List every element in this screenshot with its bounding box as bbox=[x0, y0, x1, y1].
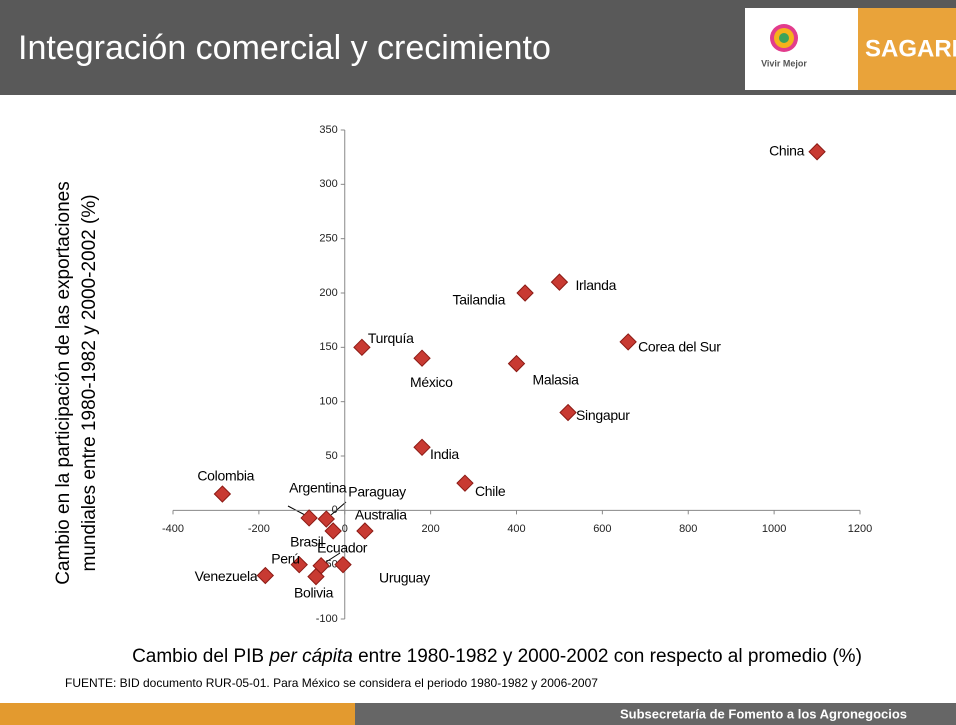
point-label: Tailandia bbox=[453, 292, 506, 308]
point-label: Bolivia bbox=[294, 584, 334, 600]
point bbox=[808, 143, 826, 161]
x-tick-label: 1000 bbox=[762, 523, 786, 535]
point-label: India bbox=[430, 446, 459, 462]
point-label: Paraguay bbox=[348, 484, 406, 500]
y-tick-label: 150 bbox=[319, 341, 337, 353]
point-label: Argentina bbox=[289, 480, 347, 496]
point bbox=[324, 522, 342, 540]
point-label: Malasia bbox=[533, 371, 580, 387]
footer-bar bbox=[355, 703, 956, 725]
point bbox=[213, 485, 232, 503]
y-tick-label: 350 bbox=[319, 124, 337, 136]
x-tick-label: -400 bbox=[162, 523, 184, 535]
point bbox=[413, 349, 431, 367]
x-axis-title-part: Cambio del PIB bbox=[132, 646, 269, 667]
point-label: Australia bbox=[355, 507, 407, 523]
footer-accent bbox=[0, 703, 355, 725]
y-tick-label: 200 bbox=[319, 287, 337, 299]
point bbox=[356, 522, 374, 540]
y-tick-label: 0 bbox=[332, 504, 338, 516]
point bbox=[256, 566, 275, 585]
point-label: Chile bbox=[475, 483, 506, 499]
x-tick-label: 800 bbox=[679, 523, 697, 535]
x-tick-label: -200 bbox=[248, 523, 270, 535]
point bbox=[300, 509, 318, 527]
point bbox=[307, 567, 325, 586]
point bbox=[290, 555, 308, 574]
brand-box bbox=[858, 8, 956, 90]
x-tick-label: 400 bbox=[507, 523, 525, 535]
point bbox=[317, 510, 335, 528]
y-axis-title: Cambio en la participación de las export… bbox=[53, 181, 74, 584]
point-label: México bbox=[410, 374, 453, 390]
x-axis-title-part: entre 1980-1982 y 2000-2002 con respecto… bbox=[353, 646, 862, 667]
point bbox=[413, 438, 431, 457]
point-label: Colombia bbox=[197, 468, 254, 484]
logo-text: Vivir Mejor bbox=[761, 58, 807, 68]
y-tick-label: 100 bbox=[319, 396, 337, 408]
point bbox=[334, 555, 352, 574]
point-label: China bbox=[769, 142, 805, 158]
point-label: Uruguay bbox=[379, 569, 430, 585]
x-tick-label: 200 bbox=[421, 523, 439, 535]
x-axis-title: Cambio del PIB per cápita entre 1980-198… bbox=[132, 646, 862, 667]
x-tick-label: 600 bbox=[593, 523, 611, 535]
x-tick-label: 0 bbox=[342, 523, 348, 535]
x-tick-label: 1200 bbox=[848, 523, 872, 535]
point-label: Venezuela bbox=[195, 568, 258, 584]
point bbox=[353, 338, 371, 357]
y-axis-title: mundiales entre 1980-1982 y 2000-2002 (%… bbox=[79, 194, 100, 571]
brand: SAGARPA bbox=[865, 35, 956, 62]
source-note: FUENTE: BID documento RUR-05-01. Para Mé… bbox=[65, 676, 598, 690]
point bbox=[559, 403, 577, 422]
point-label: Singapur bbox=[576, 407, 630, 423]
point bbox=[550, 273, 569, 291]
y-tick-label: 50 bbox=[326, 450, 338, 462]
logo-box bbox=[745, 8, 858, 90]
point-label: Brasil bbox=[290, 534, 323, 550]
footer-text: Subsecretaría de Fomento a los Agronegoc… bbox=[620, 706, 907, 721]
point-label: Perú bbox=[271, 550, 299, 566]
point-label: Ecuador bbox=[317, 539, 368, 555]
point bbox=[456, 474, 474, 492]
point-label: Turquía bbox=[368, 330, 414, 346]
point bbox=[516, 284, 534, 302]
point bbox=[619, 333, 637, 351]
point-label: Corea del Sur bbox=[638, 339, 721, 355]
y-tick-label: -100 bbox=[316, 613, 338, 625]
x-axis-title-part: per cápita bbox=[268, 646, 352, 667]
point bbox=[507, 354, 526, 373]
logo-flower bbox=[770, 24, 798, 52]
point-label: Irlanda bbox=[575, 277, 616, 293]
y-tick-label: 300 bbox=[319, 178, 337, 190]
y-tick-label: 250 bbox=[319, 233, 337, 245]
slide-title: Integración comercial y crecimiento bbox=[18, 29, 551, 67]
